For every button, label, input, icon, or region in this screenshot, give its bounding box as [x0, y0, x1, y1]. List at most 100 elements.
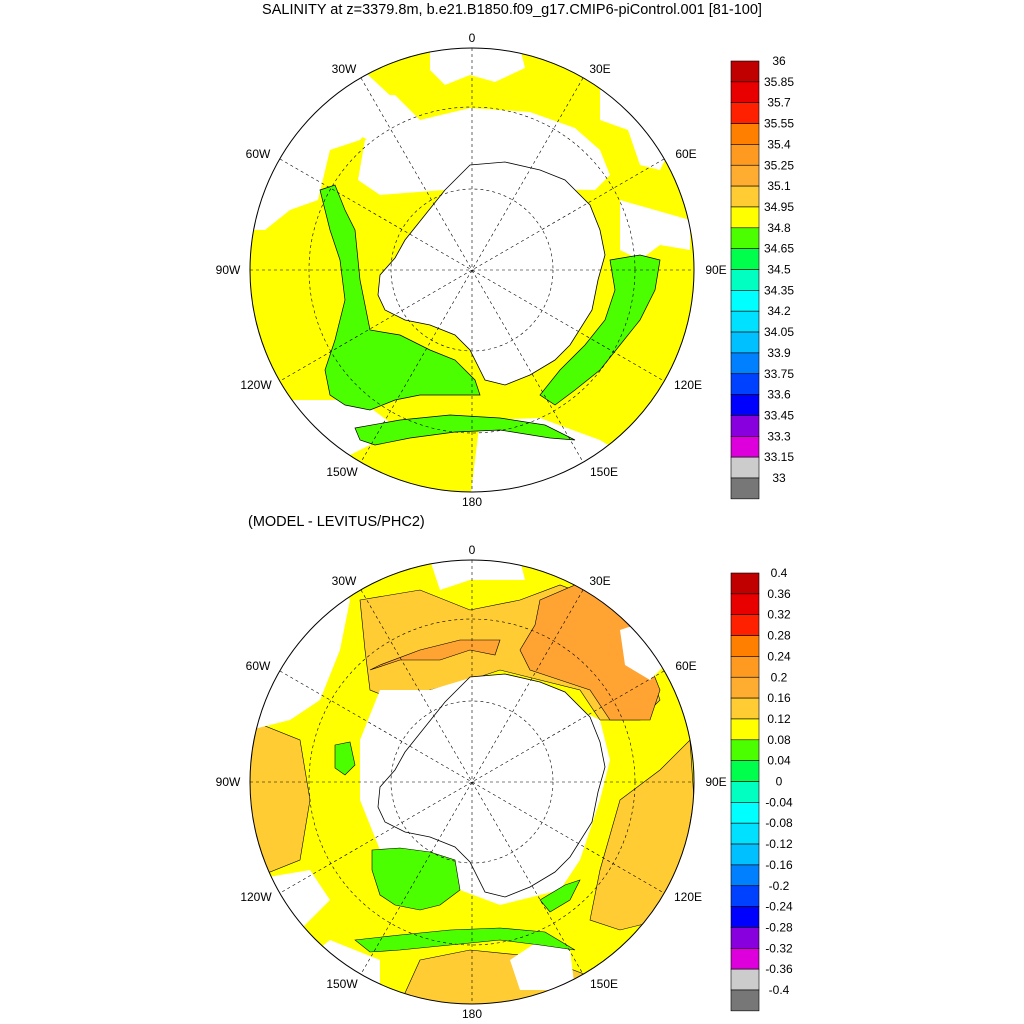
bottom-colorbar-swatch — [730, 635, 760, 657]
bottom-colorbar-label: 0.24 — [767, 649, 791, 663]
top-colorbar-swatch — [730, 415, 760, 437]
bottom-lon-150w: 150W — [326, 977, 358, 991]
difference-subtitle: (MODEL - LEVITUS/PHC2) — [248, 514, 425, 530]
top-lon-60e: 60E — [675, 147, 696, 161]
top-colorbar-label: 34.2 — [767, 304, 791, 318]
bottom-green-patch-west — [371, 847, 461, 911]
bottom-colorbar-label: -0.04 — [765, 795, 793, 809]
bottom-lon-150e: 150E — [590, 977, 618, 991]
top-green-belt — [319, 184, 481, 411]
bottom-colorbar-label: -0.36 — [765, 962, 793, 976]
top-colorbar-label: 33.75 — [764, 367, 794, 381]
top-colorbar-label: 33 — [772, 471, 786, 485]
top-colorbar-swatch — [730, 435, 760, 458]
top-colorbar-swatch — [730, 102, 760, 124]
top-colorbar-swatch — [730, 373, 760, 395]
top-colorbar-label: 36 — [772, 54, 786, 68]
top-lon-150w: 150W — [326, 465, 358, 479]
bottom-colorbar-label: 0.32 — [767, 608, 791, 622]
bottom-colorbar-label: 0.04 — [767, 754, 791, 768]
bottom-colorbar-label: -0.2 — [769, 879, 790, 893]
bottom-colorbar-swatch — [730, 947, 760, 970]
top-lon-120e: 120E — [674, 378, 702, 392]
top-colorbar-label: 33.45 — [764, 408, 794, 422]
top-colorbar-swatch — [730, 269, 760, 291]
top-graticule — [250, 48, 694, 492]
bottom-colorbar-swatch — [730, 989, 760, 1012]
top-colorbar-label: 35.4 — [767, 137, 791, 151]
top-colorbar-label: 34.5 — [767, 263, 791, 277]
bottom-colorbar-label: 0.12 — [767, 712, 791, 726]
bottom-colorbar-swatch — [730, 676, 760, 699]
top-lon-30e: 30E — [589, 62, 610, 76]
top-colorbar-label: 34.95 — [764, 200, 794, 214]
top-colorbar-swatch — [730, 477, 760, 500]
top-colorbar-swatch — [730, 394, 760, 416]
bottom-green-strip-south — [354, 927, 576, 953]
top-colorbar-swatch — [730, 144, 760, 166]
top-lon-90e: 90E — [705, 263, 726, 277]
top-colorbar-swatch — [730, 227, 760, 249]
top-colorbar-swatch — [730, 352, 760, 375]
top-colorbar-label: 35.55 — [764, 117, 794, 131]
bottom-polar-map: 0 30E 60E 90E 120E 150E 180 150W 120W 90… — [216, 543, 727, 1021]
bottom-orange-band-west — [250, 719, 311, 881]
bottom-lon-90e: 90E — [705, 775, 726, 789]
bottom-map-border — [249, 559, 695, 1005]
bottom-colorbar-label: -0.12 — [765, 837, 793, 851]
bottom-colorbar-swatch — [730, 572, 760, 595]
bottom-antarctica — [377, 673, 606, 898]
bottom-colorbar-swatch — [730, 822, 760, 845]
bottom-colorbar: 0.4 0.36 0.32 0.28 0.24 0.2 0.16 0.12 0.08 0.04 0 -… — [730, 566, 793, 1012]
bottom-colorbar-swatch — [730, 906, 760, 928]
top-colorbar-swatch — [730, 456, 760, 479]
bottom-lon-120e: 120E — [674, 890, 702, 904]
top-lon-90w: 90W — [216, 263, 241, 277]
bottom-colorbar-swatch — [730, 864, 760, 887]
top-colorbar-label: 34.65 — [764, 242, 794, 256]
bottom-colorbar-swatch — [730, 781, 760, 803]
bottom-colorbar-swatch — [730, 697, 760, 720]
bottom-lon-60w: 60W — [246, 659, 271, 673]
top-lon-180: 180 — [462, 495, 482, 509]
figure-title: SALINITY at z=3379.8m, b.e21.B1850.f09_g… — [262, 2, 762, 18]
bottom-colorbar-label: 0.36 — [767, 587, 791, 601]
bottom-colorbar-label: 0.2 — [771, 670, 788, 684]
bottom-colorbar-label: 0.28 — [767, 629, 791, 643]
bottom-colorbar-swatch — [730, 885, 760, 907]
bottom-colorbar-label: -0.16 — [765, 858, 793, 872]
top-colorbar-label: 33.3 — [767, 429, 791, 443]
top-lon-60w: 60W — [246, 147, 271, 161]
top-colorbar-swatch — [730, 81, 760, 103]
bottom-colorbar-label: -0.08 — [765, 816, 793, 830]
bottom-lon-90w: 90W — [216, 775, 241, 789]
bottom-lon-0: 0 — [469, 543, 476, 557]
top-colorbar-swatch — [730, 123, 760, 145]
top-colorbar-swatch — [730, 331, 760, 354]
top-colorbar-label: 34.8 — [767, 221, 791, 235]
bottom-lon-30w: 30W — [332, 574, 357, 588]
top-colorbar-swatch — [730, 290, 760, 312]
bottom-colorbar-swatch — [730, 927, 760, 949]
top-colorbar-swatch — [730, 164, 760, 187]
bottom-lon-60e: 60E — [675, 659, 696, 673]
bottom-darker-orange-north — [369, 639, 501, 671]
bottom-colorbar-label: -0.4 — [769, 983, 790, 997]
bottom-colorbar-label: 0.4 — [771, 566, 788, 580]
top-lon-150e: 150E — [590, 465, 618, 479]
bottom-colorbar-swatch — [730, 802, 760, 824]
top-colorbar-label: 35.25 — [764, 158, 794, 172]
top-green-belt-south — [354, 414, 576, 446]
bottom-lon-120w: 120W — [240, 890, 272, 904]
top-colorbar-swatch — [730, 248, 760, 270]
top-colorbar-swatch — [730, 60, 760, 83]
bottom-colorbar-label: 0.08 — [767, 733, 791, 747]
bottom-colorbar-label: 0.16 — [767, 691, 791, 705]
bottom-colorbar-label: -0.32 — [765, 941, 793, 955]
top-colorbar: 36 35.85 35.7 35.55 35.4 35.25 35.1 34.95 34.8 34… — [730, 54, 794, 500]
top-colorbar-swatch — [730, 206, 760, 229]
top-colorbar-label: 34.35 — [764, 283, 794, 297]
top-lon-120w: 120W — [240, 378, 272, 392]
top-colorbar-label: 35.1 — [767, 179, 791, 193]
